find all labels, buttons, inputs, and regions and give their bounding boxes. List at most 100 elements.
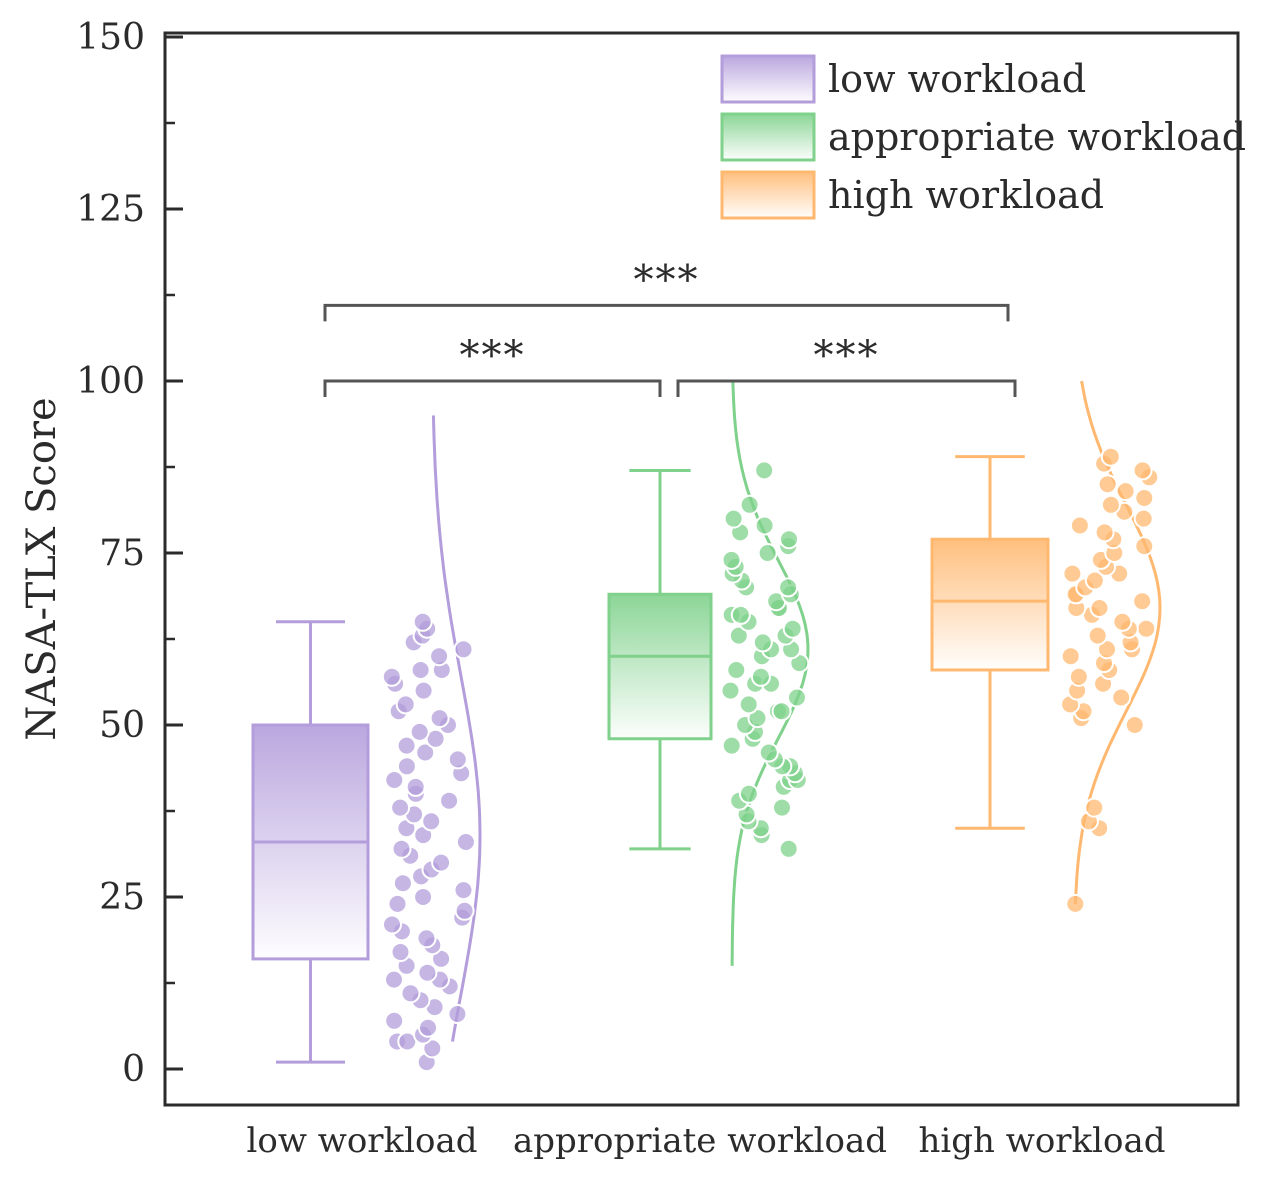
data-point (384, 1010, 405, 1031)
data-point (390, 942, 411, 962)
jitter-points (381, 446, 1160, 1073)
data-point (381, 666, 402, 687)
density-curve (431, 415, 482, 1042)
data-point (1132, 460, 1153, 481)
data-point (1084, 570, 1105, 591)
data-point (410, 660, 431, 680)
data-point (396, 756, 417, 777)
data-point (779, 529, 799, 550)
data-point (447, 1004, 468, 1024)
data-point (738, 694, 759, 715)
box (930, 537, 1050, 672)
legend-swatch (720, 112, 816, 162)
data-point (384, 770, 405, 790)
data-point (1087, 625, 1108, 646)
y-tick-label: 50 (99, 705, 145, 746)
significance-bracket (323, 379, 662, 397)
box (607, 592, 713, 741)
data-point (429, 646, 450, 667)
data-point (405, 776, 426, 797)
data-point (453, 880, 474, 901)
plot-frame (163, 31, 1240, 1107)
data-point (723, 508, 744, 529)
significance-label: *** (460, 333, 526, 379)
data-point (787, 687, 807, 708)
data-point (721, 549, 742, 570)
legend: low workload appropriate workload high wor… (720, 54, 1246, 220)
legend-swatch (720, 170, 816, 220)
data-point (758, 742, 779, 763)
data-point (772, 797, 792, 818)
significance-bracket (676, 379, 1017, 397)
density-curves (431, 380, 1162, 1042)
data-point (1115, 481, 1136, 502)
data-point (1111, 687, 1132, 708)
data-point (413, 680, 434, 701)
data-point (1100, 494, 1121, 515)
data-point (454, 900, 475, 921)
data-point (728, 625, 749, 646)
data-point (1136, 618, 1157, 639)
data-point (413, 887, 434, 907)
data-point (415, 742, 436, 763)
y-tick-label: 25 (99, 877, 145, 918)
data-point (418, 1017, 438, 1038)
y-axis-ticks: 0 25 50 75 100 125 150 (76, 17, 183, 1090)
data-point (782, 618, 803, 639)
data-point (1094, 522, 1115, 543)
data-point (421, 811, 442, 832)
data-point (382, 914, 402, 935)
data-point (391, 838, 412, 859)
data-point (1084, 797, 1105, 818)
data-point (395, 694, 416, 715)
data-point (1133, 508, 1154, 529)
legend-label: low workload (828, 57, 1086, 101)
y-tick-label: 0 (122, 1049, 145, 1090)
y-axis-title: NASA-TLX Score (19, 397, 65, 740)
data-point (400, 983, 421, 1004)
data-point (1097, 639, 1117, 660)
data-point (1069, 515, 1090, 536)
data-point (1062, 563, 1083, 584)
density-curve (730, 380, 810, 966)
y-tick-label: 125 (76, 189, 145, 230)
data-point (387, 893, 408, 914)
data-point (757, 543, 778, 563)
data-point (720, 680, 741, 701)
data-point (431, 852, 452, 873)
data-point (447, 749, 468, 770)
significance-label: *** (814, 333, 880, 379)
data-point (1134, 536, 1155, 557)
x-category-label: low workload (246, 1121, 477, 1161)
data-point (422, 1038, 443, 1059)
x-axis-category-labels: low workload appropriate workload high wor… (246, 1121, 1165, 1161)
data-point (429, 708, 450, 729)
data-point (721, 735, 742, 756)
data-point (1132, 591, 1153, 612)
data-point (1100, 446, 1121, 467)
significance-bracket (323, 303, 1010, 322)
data-point (390, 797, 411, 818)
data-point (439, 790, 460, 811)
data-point (455, 832, 476, 852)
data-point (1089, 598, 1110, 618)
data-point (396, 735, 417, 756)
data-point (453, 639, 474, 660)
data-point (754, 515, 775, 536)
data-point (1060, 646, 1081, 667)
data-point (778, 577, 799, 598)
data-point (1065, 893, 1086, 914)
data-point (409, 721, 430, 742)
y-tick-label: 75 (99, 533, 145, 574)
x-category-label: high workload (918, 1121, 1165, 1161)
data-point (778, 838, 799, 859)
data-point (730, 604, 751, 625)
data-point (1134, 488, 1155, 508)
legend-swatch (720, 54, 816, 104)
y-tick-label: 150 (76, 17, 145, 58)
data-point (1068, 666, 1089, 687)
data-point (750, 666, 771, 687)
data-point (754, 460, 775, 481)
data-point (392, 873, 413, 894)
